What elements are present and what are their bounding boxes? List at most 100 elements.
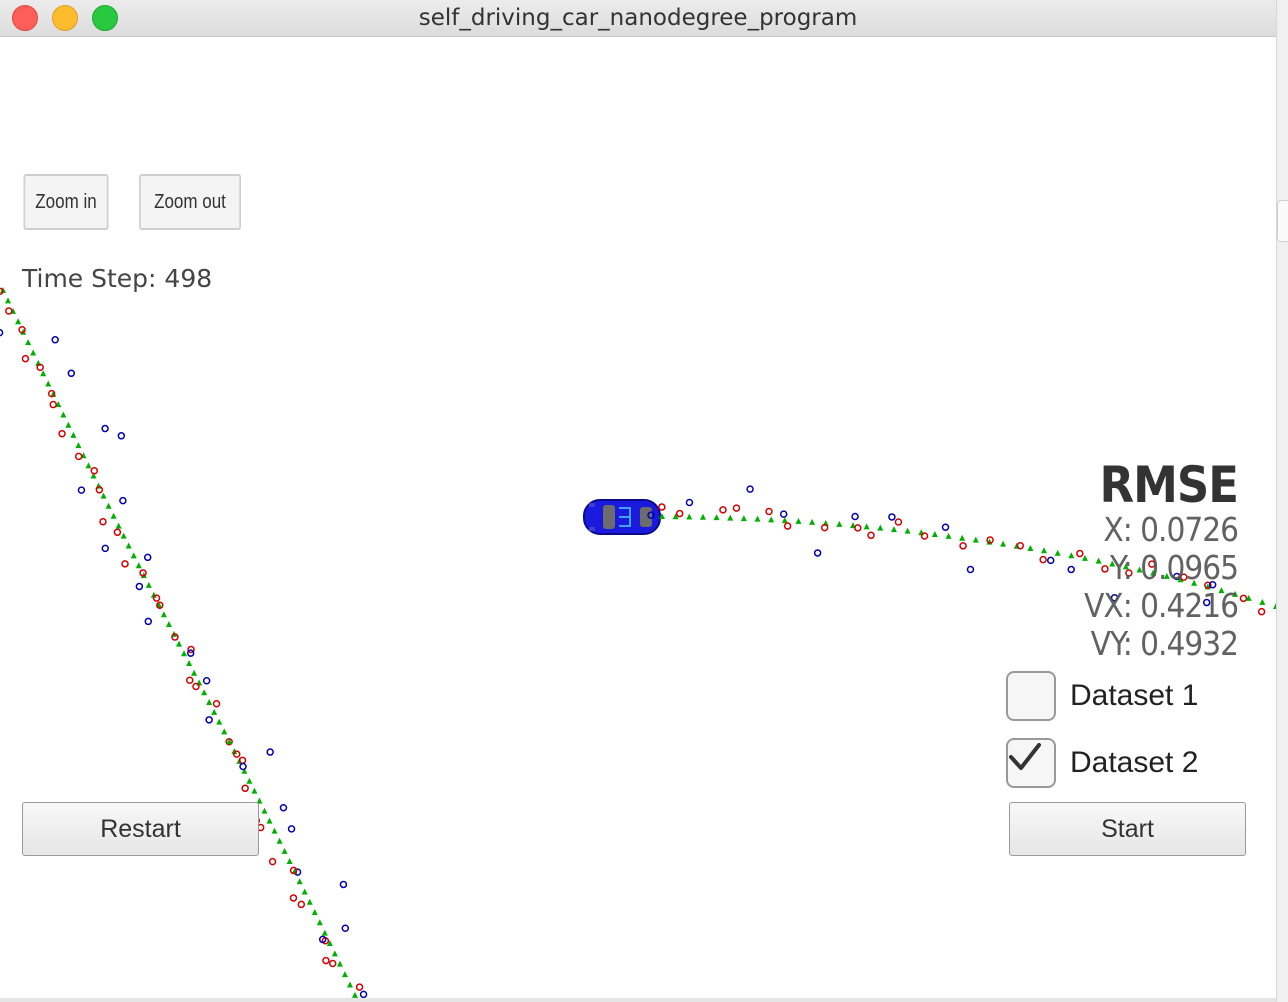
minimize-window-button[interactable] <box>52 5 78 31</box>
estimate-marker <box>959 534 966 541</box>
lidar-marker <box>95 486 104 494</box>
estimate-marker <box>115 522 122 529</box>
dataset-2-label: Dataset 2 <box>1070 746 1199 779</box>
estimate-marker <box>727 514 734 521</box>
estimate-marker <box>1000 540 1007 547</box>
radar-marker <box>144 617 153 626</box>
estimate-marker <box>191 669 198 676</box>
estimate-marker <box>1068 552 1075 559</box>
estimate-marker <box>251 787 258 794</box>
lidar-marker <box>192 682 200 691</box>
lidar-marker <box>297 900 306 909</box>
radar-marker <box>318 935 327 944</box>
maximize-window-button[interactable] <box>92 5 118 31</box>
radar-marker <box>779 510 788 518</box>
lidar-marker <box>658 503 666 511</box>
estimate-marker <box>145 581 152 588</box>
time-step-label: Time Step: 498 <box>22 264 213 293</box>
estimate-marker <box>266 817 273 824</box>
estimate-marker <box>85 462 92 469</box>
dataset-2-checkbox[interactable] <box>1006 738 1056 788</box>
radar-marker <box>239 762 247 771</box>
radar-marker <box>143 553 152 562</box>
lidar-marker <box>920 532 929 540</box>
radar-marker <box>813 549 822 557</box>
estimate-marker <box>890 526 897 533</box>
lidar-marker <box>47 389 56 398</box>
estimate-marker <box>306 898 313 905</box>
lidar-marker <box>171 633 179 641</box>
radar-marker <box>685 498 694 507</box>
estimate-marker <box>1095 557 1102 564</box>
radar-marker <box>941 523 950 531</box>
estimate-marker <box>1232 590 1239 597</box>
estimate-marker <box>904 527 911 534</box>
estimate-marker <box>55 401 62 408</box>
estimate-marker <box>346 981 353 988</box>
car-icon <box>583 499 661 535</box>
lidar-marker <box>74 452 83 461</box>
radar-marker <box>101 544 110 553</box>
estimate-marker <box>336 960 343 967</box>
lidar-marker <box>894 518 903 526</box>
estimate-marker <box>216 718 223 725</box>
lidar-marker <box>49 400 57 409</box>
estimate-marker <box>5 297 12 304</box>
lidar-marker <box>719 506 727 514</box>
dataset-1-checkbox[interactable] <box>1006 671 1056 721</box>
radar-marker <box>888 513 896 521</box>
radar-marker <box>279 803 288 812</box>
estimate-marker <box>316 919 323 926</box>
window-titlebar: self_driving_car_nanodegree_program <box>0 0 1276 37</box>
lidar-marker <box>121 560 129 568</box>
estimate-marker <box>276 837 283 844</box>
radar-marker <box>1208 580 1217 589</box>
estimate-marker <box>1027 544 1034 551</box>
radar-marker <box>202 676 211 685</box>
checkmark-icon <box>1009 743 1041 770</box>
lidar-marker <box>36 363 44 372</box>
radar-marker <box>1173 572 1181 581</box>
radar-marker <box>1046 556 1055 565</box>
lidar-marker <box>867 531 875 540</box>
close-window-button[interactable] <box>12 5 38 31</box>
lidar-marker <box>986 536 994 544</box>
estimate-marker <box>271 827 278 834</box>
estimate-marker <box>326 939 333 946</box>
radar-marker <box>186 649 195 657</box>
estimate-marker <box>781 517 788 524</box>
estimate-marker <box>25 339 32 346</box>
estimate-marker <box>231 748 238 755</box>
zoom-in-button[interactable]: Zoom in <box>23 174 109 230</box>
dataset-2-option[interactable]: Dataset 2 <box>1006 738 1198 788</box>
estimate-marker <box>206 699 213 706</box>
radar-marker <box>851 512 859 521</box>
lidar-marker <box>854 524 862 532</box>
estimate-marker <box>321 929 328 936</box>
estimate-marker <box>165 621 172 628</box>
radar-marker <box>359 990 368 998</box>
estimate-marker <box>1122 563 1129 570</box>
estimate-marker <box>1218 587 1225 594</box>
estimate-marker <box>130 552 137 559</box>
estimate-marker <box>1136 566 1143 573</box>
background-window-bottom <box>0 998 1276 1002</box>
zoom-out-button[interactable]: Zoom out <box>139 174 241 230</box>
dataset-1-option[interactable]: Dataset 1 <box>1006 671 1198 721</box>
restart-button[interactable]: Restart <box>22 802 259 856</box>
estimate-marker <box>296 878 303 885</box>
lidar-marker <box>113 528 122 537</box>
radar-marker <box>101 424 109 433</box>
lidar-marker <box>732 504 741 512</box>
estimate-marker <box>246 777 253 784</box>
start-button[interactable]: Start <box>1009 802 1246 856</box>
estimate-marker <box>160 611 167 618</box>
estimate-marker <box>211 708 218 715</box>
radar-marker <box>287 825 296 833</box>
radar-marker <box>67 369 76 378</box>
estimate-marker <box>1041 547 1048 554</box>
lidar-marker <box>5 307 13 315</box>
estimate-marker <box>311 909 318 916</box>
simulator-viewport: Zoom in Zoom out Time Step: 498 RMSE X: … <box>0 37 1276 998</box>
estimate-marker <box>836 520 843 527</box>
